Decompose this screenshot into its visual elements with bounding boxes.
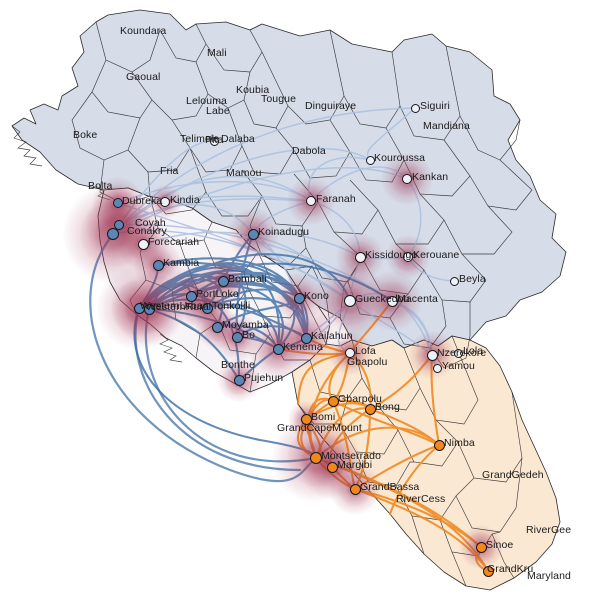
map-node-dalaba[interactable] xyxy=(209,136,219,146)
map-node-siguiri[interactable] xyxy=(410,103,420,113)
map-node-kouroussa[interactable] xyxy=(365,155,375,165)
map-node-pujehun[interactable] xyxy=(233,374,245,386)
map-node-kissidougou[interactable] xyxy=(354,251,366,263)
map-node-kankan[interactable] xyxy=(402,174,412,184)
map-node-dubreka[interactable] xyxy=(113,198,123,208)
map-node-moyamba[interactable] xyxy=(211,321,223,333)
map-node-margibi[interactable] xyxy=(326,461,338,473)
map-node-kailahun[interactable] xyxy=(300,332,312,344)
map-node-forecariah[interactable] xyxy=(137,238,149,250)
map-node-grandbassa[interactable] xyxy=(349,483,361,495)
map-node-bong[interactable] xyxy=(364,403,376,415)
map-node-conakry[interactable] xyxy=(107,228,119,240)
map-node-tonkolili[interactable] xyxy=(201,302,213,314)
map-node-westernurban[interactable] xyxy=(133,302,145,314)
map-node-lola[interactable] xyxy=(453,348,463,358)
country-liberia xyxy=(291,335,561,591)
map-node-nzerekore[interactable] xyxy=(426,349,438,361)
map-node-coyah[interactable] xyxy=(114,220,124,230)
map-node-kenema[interactable] xyxy=(272,343,284,355)
district-borders xyxy=(11,21,533,587)
map-node-gbarpolu[interactable] xyxy=(327,395,339,407)
flow-arcs-overlay xyxy=(89,232,318,483)
map-node-yomou[interactable] xyxy=(432,363,442,373)
map-node-bo[interactable] xyxy=(231,331,243,343)
map-node-koinadugu[interactable] xyxy=(247,228,259,240)
map-node-kono[interactable] xyxy=(293,292,305,304)
map-node-nimba[interactable] xyxy=(433,439,445,451)
map-node-lofa[interactable] xyxy=(345,348,355,358)
map-node-sinoe[interactable] xyxy=(475,541,487,553)
map-node-kerouane[interactable] xyxy=(403,252,413,262)
map-node-beyla[interactable] xyxy=(449,276,459,286)
map-node-portloko[interactable] xyxy=(185,290,197,302)
map-node-grandkru[interactable] xyxy=(482,565,494,577)
map-node-bombali[interactable] xyxy=(217,275,229,287)
map-node-macenta[interactable] xyxy=(386,295,398,307)
map-node-kambia[interactable] xyxy=(152,259,164,271)
map-node-bomi[interactable] xyxy=(300,413,312,425)
map-node-gueckedou[interactable] xyxy=(344,295,356,307)
map-node-montserrado[interactable] xyxy=(310,452,322,464)
map-node-faranah[interactable] xyxy=(306,196,316,206)
map-node-westernrural[interactable] xyxy=(143,303,155,315)
map-node-kindia[interactable] xyxy=(160,197,170,207)
